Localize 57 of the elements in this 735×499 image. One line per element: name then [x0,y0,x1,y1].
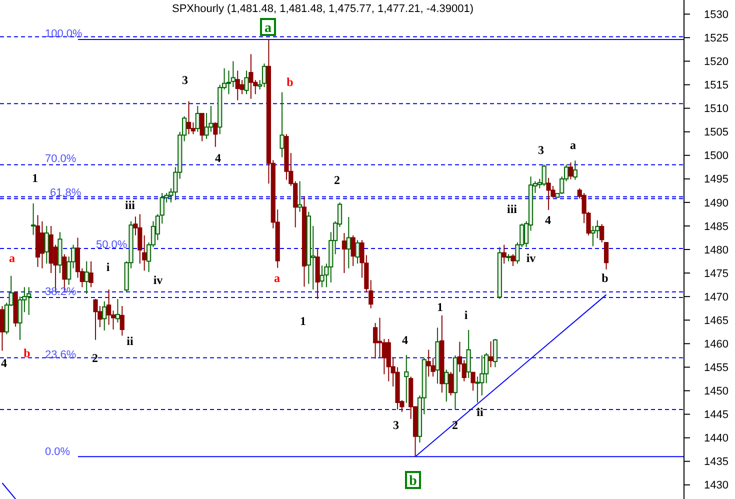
annotation: 70.0% [45,152,76,165]
annotation: 4 [215,151,221,166]
annotation: 61.8% [50,186,82,199]
annotation: a [274,271,280,286]
y-tick-label: 1455 [704,362,728,374]
annotation: i [106,260,110,274]
annotation: iv [526,251,536,266]
annotation: a [264,20,272,36]
annotation: 23.6% [45,348,76,361]
annotation: b [286,75,294,90]
annotation: 4 [545,213,551,228]
chart-title: SPXhourly (1,481.48, 1,481.48, 1,475.77, 1,477.21, -4.39001) [172,3,474,15]
y-tick-label: 1500 [704,150,728,162]
y-tick-label: 1490 [704,197,728,210]
y-tick-label: 1505 [704,126,728,139]
y-tick-label: 1480 [704,244,728,256]
annotation: 1 [437,300,443,314]
annotation: 3 [538,143,544,158]
annotation: b [24,346,31,360]
y-tick-label: 1510 [704,103,728,116]
annotation: a [570,138,576,152]
y-tick-label: 1450 [704,386,728,398]
annotation: 38.2% [45,286,76,298]
y-tick-label: 1515 [704,80,728,92]
y-tick-label: 1470 [704,291,728,304]
annotation: 4 [402,333,408,348]
annotation: 3 [182,73,188,88]
annotation: b [409,474,418,489]
annotation: iv [153,273,163,288]
y-tick-label: 1485 [704,220,728,233]
y-tick-label: 1495 [704,174,728,186]
annotation: 50.0% [96,238,128,251]
y-tick-label: 1430 [704,480,728,492]
annotation: i [464,308,468,322]
annotation: 0.0% [45,446,70,458]
annotation: 4 [1,356,7,370]
annotation: ii [476,405,484,420]
y-tick-label: 1530 [704,8,728,21]
y-tick-label: 1440 [704,432,728,445]
annotation: ii [126,334,134,348]
annotation: 2 [334,173,340,188]
annotation: a [9,251,15,266]
y-tick-label: 1435 [704,456,728,468]
annotation: 100.0% [45,28,83,40]
y-tick-label: 1475 [704,268,728,280]
annotation: 1 [300,314,306,328]
y-tick-label: 1465 [704,314,728,327]
annotation: b [602,271,609,286]
annotation: iii [124,198,136,212]
y-tick-label: 1520 [704,56,728,68]
annotation: 1 [32,171,38,186]
y-tick-label: 1460 [704,338,728,350]
y-tick-label: 1525 [704,32,728,45]
annotation: iii [506,202,518,216]
annotation: 3 [393,418,399,432]
y-tick-label: 1445 [704,409,728,422]
annotation: 2 [92,351,98,366]
